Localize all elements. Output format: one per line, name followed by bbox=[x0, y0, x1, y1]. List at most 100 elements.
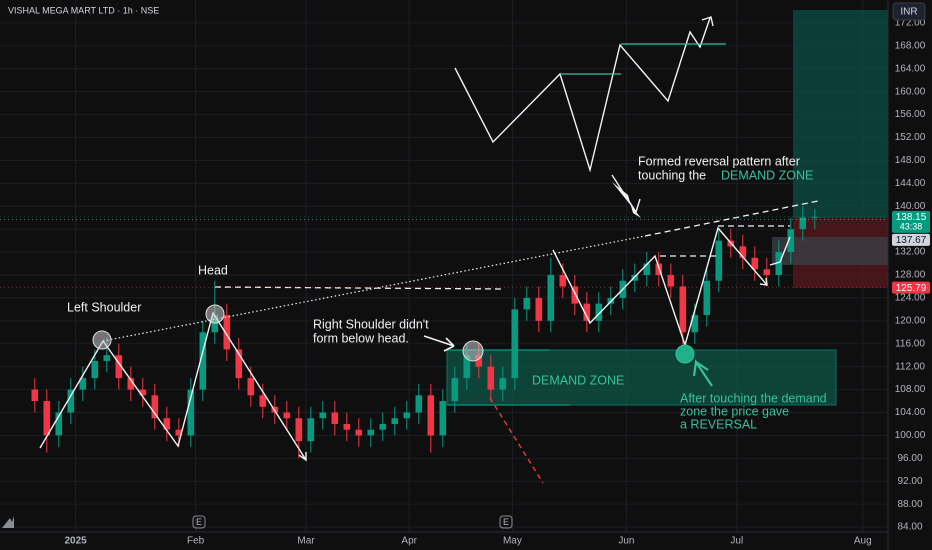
reversal-pattern bbox=[552, 226, 768, 348]
candle-body bbox=[739, 246, 747, 258]
axis: 84.00 88.00 92.00 96.00 100.00 104.00 108.00 11… bbox=[0, 18, 930, 547]
pointer-arrow bbox=[612, 182, 641, 218]
candle-body bbox=[787, 229, 795, 253]
candle-body bbox=[43, 401, 51, 436]
candle-body bbox=[223, 315, 231, 350]
x-tick-label: May bbox=[503, 536, 522, 547]
candle-body bbox=[127, 378, 135, 390]
earnings-label: E bbox=[503, 517, 509, 527]
candle-body bbox=[583, 303, 591, 321]
marker-circle bbox=[675, 344, 695, 364]
x-tick-label: Apr bbox=[401, 536, 417, 547]
y-tick-label: 164.00 bbox=[895, 63, 926, 74]
annotation: After touching the demand bbox=[680, 391, 827, 405]
earnings-icon[interactable] bbox=[192, 515, 206, 529]
reversal-leg bbox=[769, 236, 791, 266]
pointer-arrow bbox=[692, 358, 713, 387]
annotation-highlight: DEMAND ZONE bbox=[721, 168, 813, 182]
y-tick-label: 140.00 bbox=[895, 201, 926, 212]
x-tick-label: Feb bbox=[187, 536, 205, 547]
candle-body bbox=[475, 355, 483, 367]
annotation: a REVERSAL bbox=[680, 417, 757, 431]
failed-path bbox=[489, 397, 544, 484]
chart-title: VISHAL MEGA MART LTD · 1h · NSE bbox=[8, 5, 159, 15]
price-tag bbox=[892, 281, 930, 294]
y-tick-label: 156.00 bbox=[895, 109, 926, 120]
y-tick-label: 112.00 bbox=[895, 361, 925, 372]
zone-label: DEMAND ZONE bbox=[532, 373, 624, 387]
candle-body bbox=[535, 297, 543, 321]
y-tick-label: 148.00 bbox=[895, 155, 926, 166]
marker-circle bbox=[205, 304, 225, 324]
candle-body bbox=[55, 412, 63, 436]
candle-body bbox=[811, 216, 819, 218]
candle-body bbox=[763, 269, 771, 275]
candle-body bbox=[559, 275, 567, 287]
candle-body bbox=[595, 303, 603, 321]
candle-body bbox=[703, 280, 711, 316]
candle-body bbox=[151, 395, 159, 419]
arrow-head bbox=[701, 16, 714, 27]
countdown: 43:38 bbox=[900, 222, 923, 232]
arrow-head bbox=[759, 277, 768, 286]
logo bbox=[2, 516, 14, 528]
candle-body bbox=[379, 423, 387, 430]
candle-body bbox=[403, 412, 411, 419]
candle-body bbox=[139, 389, 147, 396]
hs-pattern bbox=[39, 311, 307, 461]
price-tag-label: 138.15 bbox=[896, 212, 927, 223]
annotation: Left Shoulder bbox=[67, 300, 141, 314]
y-tick-label: 172.00 bbox=[895, 18, 926, 29]
annotation: Head bbox=[198, 263, 228, 277]
candle-body bbox=[331, 412, 339, 424]
candle-body bbox=[283, 412, 291, 419]
price-tag-label: 125.79 bbox=[896, 283, 927, 294]
y-tick-label: 128.00 bbox=[895, 270, 926, 281]
earnings-icon[interactable] bbox=[499, 515, 513, 529]
candle-body bbox=[439, 401, 447, 436]
annotation: touching the bbox=[638, 168, 706, 182]
candle-body bbox=[511, 309, 519, 379]
candle-body bbox=[463, 355, 471, 379]
schematic bbox=[454, 17, 711, 173]
y-tick-label: 168.00 bbox=[895, 40, 926, 51]
candle-body bbox=[415, 395, 423, 413]
price-tag bbox=[892, 233, 930, 246]
y-tick-label: 152.00 bbox=[895, 132, 926, 143]
candle-body bbox=[715, 240, 723, 281]
y-tick-label: 132.00 bbox=[895, 247, 926, 258]
y-tick-label: 88.00 bbox=[897, 499, 922, 510]
candle-body bbox=[547, 275, 555, 321]
candle-body bbox=[187, 389, 195, 436]
candle-body bbox=[691, 315, 699, 333]
candle-body bbox=[163, 418, 171, 430]
y-tick-label: 108.00 bbox=[895, 384, 926, 395]
candle-body bbox=[91, 360, 99, 379]
candle-body bbox=[259, 395, 267, 407]
candle-body bbox=[211, 315, 219, 333]
y-tick-label: 84.00 bbox=[897, 522, 922, 533]
earnings-label: E bbox=[196, 517, 202, 527]
candle-body bbox=[355, 429, 363, 436]
candle-body bbox=[451, 378, 459, 402]
target-zone bbox=[793, 10, 888, 218]
price-axis bbox=[888, 0, 932, 550]
candle-body bbox=[391, 418, 399, 424]
candle-body bbox=[631, 275, 639, 281]
candle-body bbox=[499, 378, 507, 390]
candle-body bbox=[247, 378, 255, 396]
candle-body bbox=[79, 378, 87, 390]
candle-body bbox=[643, 263, 651, 275]
currency: INR bbox=[900, 7, 917, 18]
x-tick-label: Mar bbox=[297, 536, 315, 547]
candle-body bbox=[679, 286, 687, 333]
candle-body bbox=[775, 252, 783, 275]
arrow-head bbox=[298, 452, 307, 462]
candle-body bbox=[367, 429, 375, 436]
price-tag-label: 137.67 bbox=[896, 235, 927, 246]
y-tick-label: 144.00 bbox=[895, 178, 926, 189]
y-tick-label: 116.00 bbox=[895, 338, 925, 349]
candle-body bbox=[115, 355, 123, 379]
currency-badge[interactable] bbox=[892, 2, 926, 21]
